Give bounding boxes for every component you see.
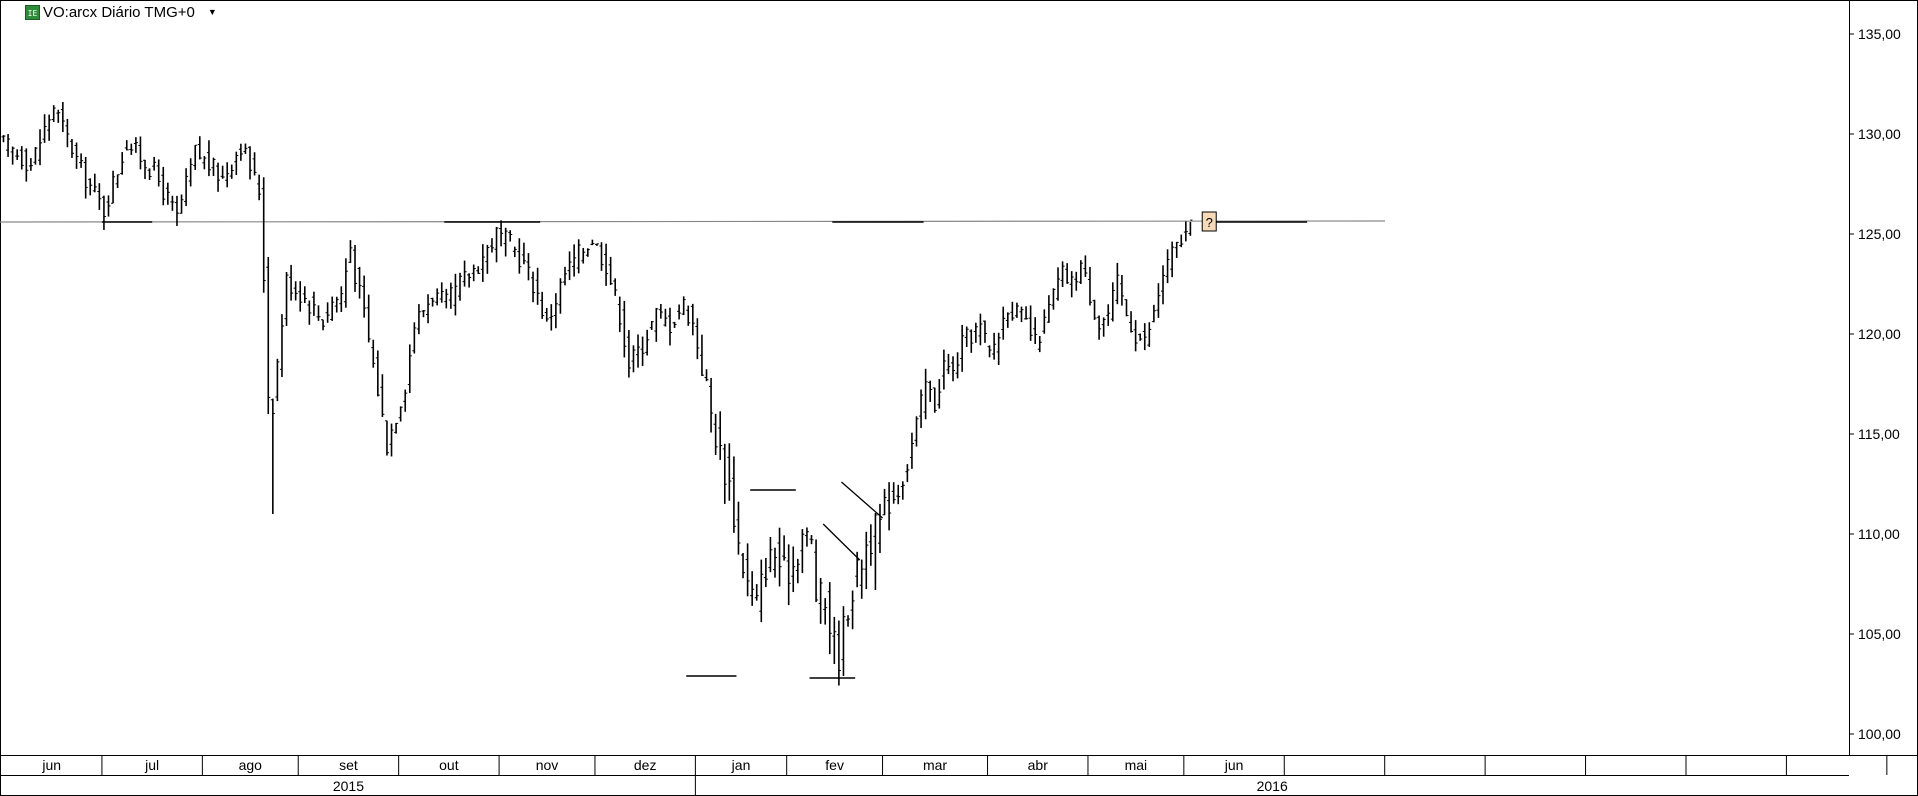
- y-tick-label: 130,00: [1858, 126, 1901, 142]
- month-label: set: [339, 757, 358, 773]
- month-label: ago: [239, 757, 263, 773]
- month-label: abr: [1028, 757, 1049, 773]
- trendline[interactable]: [841, 481, 883, 519]
- year-label: 2015: [333, 778, 364, 794]
- price-axis: 100,00 105,00 110,00 115,00 120,00 125,00 130,…: [1849, 26, 1901, 742]
- month-label: jun: [41, 757, 61, 773]
- caret-down-icon[interactable]: ▼: [207, 7, 217, 17]
- y-tick-label: 125,00: [1858, 226, 1901, 242]
- month-label: dez: [634, 757, 657, 773]
- month-label: jun: [1224, 757, 1244, 773]
- month-label: out: [439, 757, 459, 773]
- alert-marker-box[interactable]: [1201, 211, 1217, 232]
- resistance-line[interactable]: [0, 220, 1386, 223]
- year-label: 2016: [1257, 778, 1288, 794]
- alert-marker[interactable]: ?: [1201, 211, 1217, 232]
- drawn-levels: [0, 220, 1386, 679]
- y-tick-label: 115,00: [1858, 426, 1900, 442]
- month-label: jan: [731, 757, 751, 773]
- y-tick-label: 100,00: [1858, 726, 1901, 742]
- month-label: mai: [1125, 757, 1148, 773]
- alert-marker-label: ?: [1206, 215, 1213, 230]
- month-label: fev: [825, 757, 844, 773]
- trendline[interactable]: [822, 523, 861, 561]
- month-label: jul: [144, 757, 159, 773]
- month-label: nov: [536, 757, 559, 773]
- symbol-label[interactable]: VO:arcx Diário TMG+0: [43, 3, 195, 21]
- time-axis: jun jul ago set out nov dez jan fev mar abr mai jun 2…: [41, 755, 1888, 796]
- y-tick-label: 120,00: [1858, 326, 1901, 342]
- y-tick-label: 135,00: [1858, 26, 1901, 42]
- y-tick-label: 110,00: [1858, 526, 1900, 542]
- y-tick-label: 105,00: [1858, 626, 1901, 642]
- chart-app-icon: IE: [25, 4, 40, 20]
- ohlc-bars: [1, 102, 1193, 686]
- month-label: mar: [923, 757, 947, 773]
- chart-header: IE VO:arcx Diário TMG+0 ▼: [25, 2, 217, 22]
